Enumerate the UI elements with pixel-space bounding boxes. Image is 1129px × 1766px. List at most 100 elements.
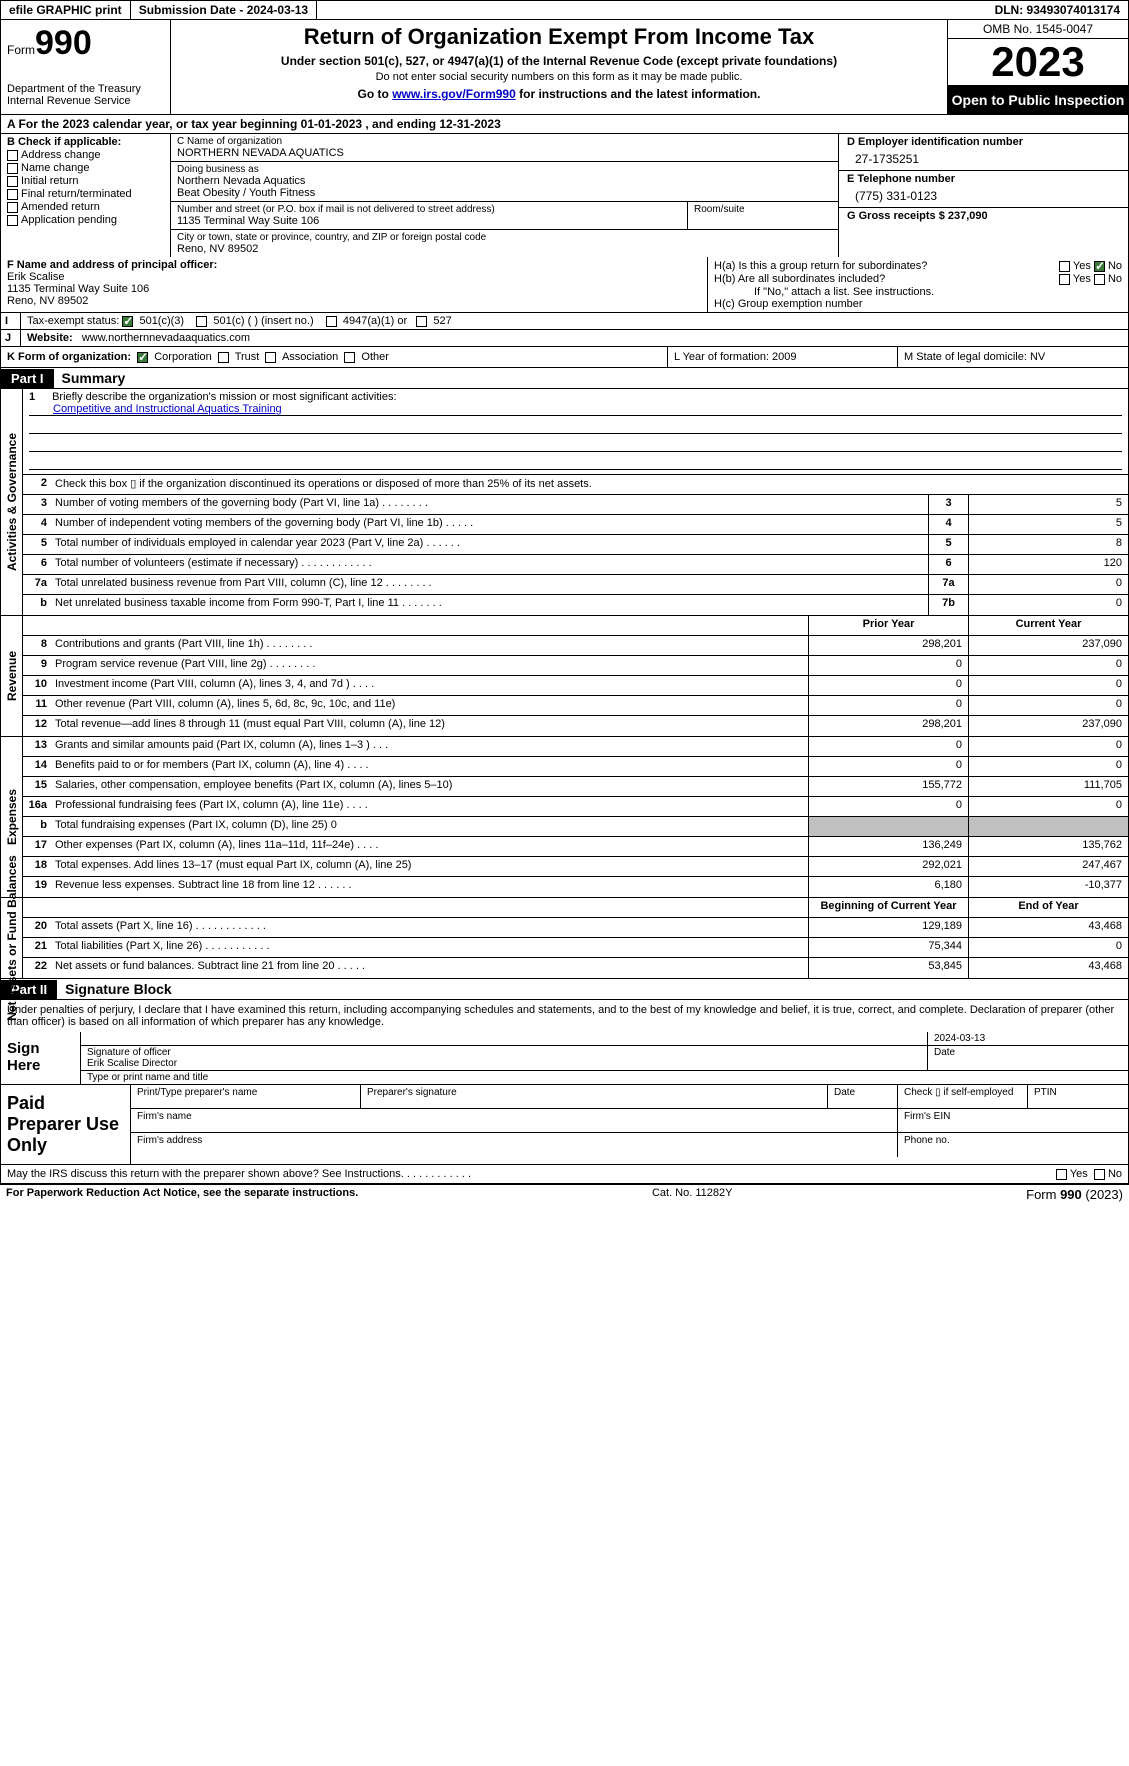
discuss-no[interactable] [1094, 1169, 1105, 1180]
i-label: I [1, 313, 21, 329]
check-address-change[interactable]: Address change [7, 149, 164, 161]
row-i: I Tax-exempt status: 501(c)(3) 501(c) ( … [0, 313, 1129, 330]
hc-label: H(c) Group exemption number [714, 298, 1122, 310]
vlabel-revenue: Revenue [1, 616, 23, 736]
gov-line-b: bNet unrelated business taxable income f… [23, 595, 1128, 615]
sign-date: 2024-03-13 [928, 1032, 1128, 1045]
firm-name-label: Firm's name [131, 1109, 898, 1132]
box-f: F Name and address of principal officer:… [1, 257, 708, 312]
exp-line-14: 14Benefits paid to or for members (Part … [23, 757, 1128, 777]
box-c: C Name of organization NORTHERN NEVADA A… [171, 134, 838, 257]
sig-officer-name: Erik Scalise Director [87, 1058, 921, 1069]
check-527[interactable] [416, 316, 427, 327]
exp-line-13: 13Grants and similar amounts paid (Part … [23, 737, 1128, 757]
rev-line-12: 12Total revenue—add lines 8 through 11 (… [23, 716, 1128, 736]
prep-date-label: Date [828, 1085, 898, 1108]
j-label: J [1, 330, 21, 346]
exp-line-19: 19Revenue less expenses. Subtract line 1… [23, 877, 1128, 897]
dept-treasury: Department of the Treasury [7, 83, 164, 95]
gov-line-7a: 7aTotal unrelated business revenue from … [23, 575, 1128, 595]
row-klm: K Form of organization: Corporation Trus… [0, 347, 1129, 368]
revenue-section: Revenue Prior Year Current Year 8Contrib… [0, 616, 1129, 737]
signature-declaration: Under penalties of perjury, I declare th… [0, 1000, 1129, 1032]
form990-link[interactable]: www.irs.gov/Form990 [392, 87, 516, 101]
box-b-title: B Check if applicable: [7, 136, 164, 148]
dba-label: Doing business as [177, 164, 832, 175]
end-year-header: End of Year [968, 898, 1128, 917]
sign-here-block: Sign Here 2024-03-13 Signature of office… [0, 1032, 1129, 1085]
hb-label: H(b) Are all subordinates included? [714, 273, 885, 285]
city-label: City or town, state or province, country… [177, 232, 832, 243]
box-m: M State of legal domicile: NV [898, 347, 1128, 367]
phone: (775) 331-0123 [847, 185, 1120, 205]
box-l: L Year of formation: 2009 [668, 347, 898, 367]
part1-title: Summary [54, 368, 134, 388]
paid-preparer-block: Paid Preparer Use Only Print/Type prepar… [0, 1085, 1129, 1165]
ein: 27-1735251 [847, 148, 1120, 168]
firm-addr-label: Firm's address [131, 1133, 898, 1157]
page-footer: For Paperwork Reduction Act Notice, see … [0, 1184, 1129, 1204]
omb-number: OMB No. 1545-0047 [948, 20, 1128, 39]
expenses-section: Expenses 13Grants and similar amounts pa… [0, 737, 1129, 898]
submission-date: Submission Date - 2024-03-13 [131, 1, 317, 19]
check-corporation[interactable] [137, 352, 148, 363]
check-final-return[interactable]: Final return/terminated [7, 188, 164, 200]
check-trust[interactable] [218, 352, 229, 363]
part2-bar: Part II Signature Block [0, 979, 1129, 1000]
gross-receipts: G Gross receipts $ 237,090 [847, 210, 1120, 222]
part1-header: Part I [1, 369, 54, 388]
na-line-21: 21Total liabilities (Part X, line 26) . … [23, 938, 1128, 958]
sig-date-label: Date [928, 1046, 1128, 1070]
begin-year-header: Beginning of Current Year [808, 898, 968, 917]
netassets-section: Net Assets or Fund Balances Beginning of… [0, 898, 1129, 979]
officer-addr2: Reno, NV 89502 [7, 295, 701, 307]
check-application-pending[interactable]: Application pending [7, 214, 164, 226]
exp-line-18: 18Total expenses. Add lines 13–17 (must … [23, 857, 1128, 877]
goto-line: Go to www.irs.gov/Form990 for instructio… [177, 87, 941, 101]
mission-text[interactable]: Competitive and Instructional Aquatics T… [53, 403, 282, 415]
dln: DLN: 93493074013174 [987, 1, 1128, 19]
ha-yes[interactable] [1059, 261, 1070, 272]
check-name-change[interactable]: Name change [7, 162, 164, 174]
exp-line-b: bTotal fundraising expenses (Part IX, co… [23, 817, 1128, 837]
gov-line-3: 3Number of voting members of the governi… [23, 495, 1128, 515]
row-j: J Website: www.northernnevadaaquatics.co… [0, 330, 1129, 347]
phone-label: E Telephone number [847, 173, 1120, 185]
exp-line-17: 17Other expenses (Part IX, column (A), l… [23, 837, 1128, 857]
sign-here-label: Sign Here [1, 1032, 81, 1084]
rev-line-10: 10Investment income (Part VIII, column (… [23, 676, 1128, 696]
check-4947[interactable] [326, 316, 337, 327]
check-501c[interactable] [196, 316, 207, 327]
sig-officer-label: Signature of officer [87, 1047, 921, 1058]
org-name-label: C Name of organization [177, 136, 832, 147]
box-h: H(a) Is this a group return for subordin… [708, 257, 1128, 312]
hb-no[interactable] [1094, 274, 1105, 285]
discuss-yes[interactable] [1056, 1169, 1067, 1180]
ha-no[interactable] [1094, 261, 1105, 272]
check-association[interactable] [265, 352, 276, 363]
officer-addr1: 1135 Terminal Way Suite 106 [7, 283, 701, 295]
form-title: Return of Organization Exempt From Incom… [177, 24, 941, 50]
form-footer: Form 990 (2023) [1026, 1187, 1123, 1202]
top-bar: efile GRAPHIC print Submission Date - 20… [0, 0, 1129, 20]
box-d: D Employer identification number 27-1735… [838, 134, 1128, 257]
rev-line-8: 8Contributions and grants (Part VIII, li… [23, 636, 1128, 656]
check-initial-return[interactable]: Initial return [7, 175, 164, 187]
row-a-tax-year: A For the 2023 calendar year, or tax yea… [0, 115, 1129, 134]
prep-sig-label: Preparer's signature [361, 1085, 828, 1108]
hb-yes[interactable] [1059, 274, 1070, 285]
open-to-public: Open to Public Inspection [948, 86, 1128, 114]
paid-preparer-label: Paid Preparer Use Only [1, 1085, 131, 1164]
firm-phone-label: Phone no. [898, 1133, 1128, 1157]
ha-label: H(a) Is this a group return for subordin… [714, 260, 927, 272]
dba-1: Northern Nevada Aquatics [177, 175, 832, 187]
vlabel-netassets: Net Assets or Fund Balances [1, 898, 23, 978]
ssn-note: Do not enter social security numbers on … [177, 71, 941, 83]
check-501c3[interactable] [122, 316, 133, 327]
officer-label: F Name and address of principal officer: [7, 259, 701, 271]
check-amended-return[interactable]: Amended return [7, 201, 164, 213]
efile-print-button[interactable]: efile GRAPHIC print [1, 1, 131, 19]
part1-bar: Part I Summary [0, 368, 1129, 389]
gov-line-4: 4Number of independent voting members of… [23, 515, 1128, 535]
check-other[interactable] [344, 352, 355, 363]
